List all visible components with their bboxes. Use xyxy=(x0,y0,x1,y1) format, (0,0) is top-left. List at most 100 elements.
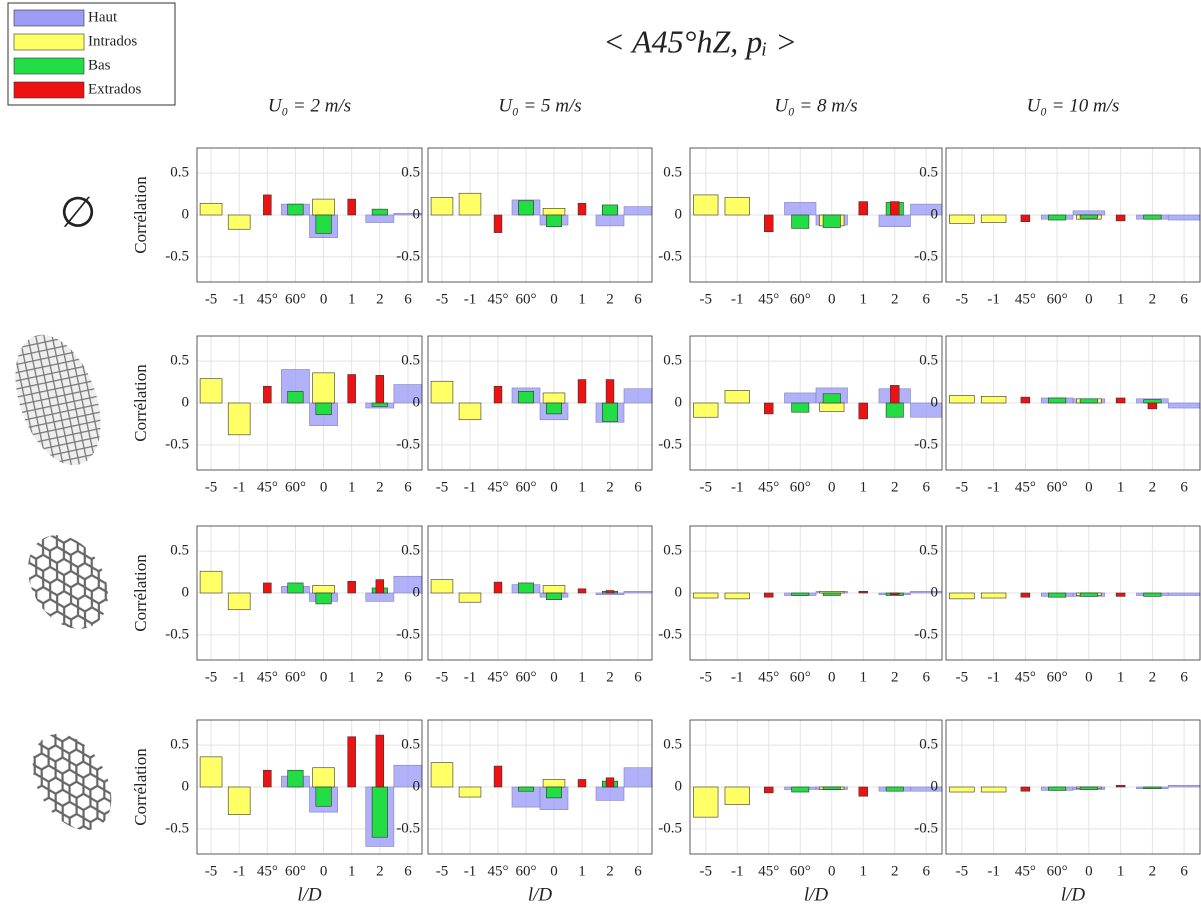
x-tick-label: -1 xyxy=(731,863,744,879)
bar xyxy=(347,736,356,788)
x-tick-label: 2 xyxy=(1149,479,1157,495)
x-tick-label: -5 xyxy=(436,669,449,685)
y-tick-label: -0.5 xyxy=(396,820,420,836)
bar xyxy=(623,591,653,594)
honeycomb-icon xyxy=(32,733,112,831)
x-tick-label: -5 xyxy=(205,669,218,685)
x-tick-label: 45° xyxy=(1015,291,1036,307)
x-tick-label: 45° xyxy=(257,479,278,495)
plot-frame xyxy=(945,335,1201,471)
x-tick-label: 6 xyxy=(404,291,412,307)
x-tick-label: 0 xyxy=(828,863,836,879)
bar xyxy=(949,214,975,224)
y-tick-label: 0.5 xyxy=(663,165,682,181)
bar xyxy=(1115,214,1126,222)
bar xyxy=(371,786,388,838)
bar xyxy=(1020,786,1031,792)
bar xyxy=(312,372,335,404)
y-tick-label: -0.5 xyxy=(165,248,189,264)
x-tick-label: 6 xyxy=(634,479,642,495)
bar xyxy=(542,208,566,216)
bar xyxy=(784,202,817,216)
x-tick-label: 60° xyxy=(285,669,306,685)
bar xyxy=(1115,592,1126,597)
bar xyxy=(764,786,774,794)
x-tick-label: 60° xyxy=(790,479,811,495)
y-tick-label: 0.5 xyxy=(170,353,189,369)
bar xyxy=(227,592,251,611)
bar xyxy=(1147,402,1158,410)
bar xyxy=(1167,592,1201,596)
x-tick-label: 1 xyxy=(860,479,868,495)
bar xyxy=(949,395,975,404)
bar xyxy=(764,214,774,233)
x-tick-label: -5 xyxy=(700,291,713,307)
x-tick-label: -1 xyxy=(987,291,1000,307)
bar xyxy=(1143,214,1162,220)
x-tick-label: 1 xyxy=(578,669,586,685)
bar xyxy=(458,402,482,421)
bar xyxy=(791,402,810,413)
plot-frame xyxy=(945,719,1201,855)
x-tick-label: -5 xyxy=(436,479,449,495)
bar xyxy=(1079,786,1098,790)
bar xyxy=(312,585,335,594)
plot-frame xyxy=(196,335,423,471)
x-tick-label: 0 xyxy=(550,863,558,879)
y-tick-label: 0 xyxy=(931,394,939,410)
bar xyxy=(1048,592,1067,598)
x-tick-label: 45° xyxy=(488,669,509,685)
x-tick-label: -1 xyxy=(464,291,477,307)
x-tick-label: 2 xyxy=(891,291,899,307)
bar xyxy=(605,590,615,594)
x-axis-label: l/D xyxy=(804,884,829,905)
bar xyxy=(347,198,356,216)
bar xyxy=(312,198,335,216)
y-tick-label: 0 xyxy=(413,206,421,222)
x-tick-label: 0 xyxy=(320,291,328,307)
x-tick-label: -5 xyxy=(956,479,969,495)
bar xyxy=(764,402,774,415)
legend-swatch xyxy=(13,57,85,75)
legend-label: Intrados xyxy=(88,33,137,49)
y-tick-label: -0.5 xyxy=(914,436,938,452)
column-title: U₀ = 2 m/s xyxy=(268,95,351,116)
y-tick-label: 0 xyxy=(413,584,421,600)
x-tick-label: 2 xyxy=(376,479,384,495)
x-tick-label: 1 xyxy=(348,291,356,307)
bar xyxy=(287,769,304,788)
x-tick-label: 0 xyxy=(550,479,558,495)
x-tick-label: 2 xyxy=(606,479,614,495)
x-tick-label: 6 xyxy=(404,479,412,495)
bar xyxy=(347,374,356,404)
plot-frame xyxy=(689,335,943,471)
bar xyxy=(287,203,304,216)
bar xyxy=(365,592,395,602)
y-tick-label: -0.5 xyxy=(914,626,938,642)
x-tick-label: 6 xyxy=(1180,669,1188,685)
bar xyxy=(517,582,534,594)
row-label: ∅ xyxy=(60,188,97,237)
x-tick-label: 0 xyxy=(1085,669,1093,685)
y-tick-label: 0 xyxy=(931,778,939,794)
bar xyxy=(1079,214,1098,219)
x-tick-label: 60° xyxy=(1047,291,1068,307)
x-tick-label: -1 xyxy=(464,863,477,879)
bar xyxy=(791,592,810,596)
column-title: U₀ = 8 m/s xyxy=(774,95,857,116)
x-tick-label: 1 xyxy=(1117,291,1125,307)
x-tick-label: 60° xyxy=(790,863,811,879)
x-tick-label: -5 xyxy=(205,479,218,495)
x-tick-label: 0 xyxy=(550,291,558,307)
legend: Haut Intrados Bas Extrados xyxy=(13,9,141,99)
bar xyxy=(1143,399,1162,404)
x-tick-label: 6 xyxy=(634,291,642,307)
y-tick-label: 0.5 xyxy=(663,353,682,369)
legend-label: Bas xyxy=(88,57,111,73)
x-tick-label: 6 xyxy=(923,291,931,307)
bar xyxy=(365,214,395,223)
bar xyxy=(693,786,719,818)
x-tick-label: 0 xyxy=(550,669,558,685)
bar xyxy=(858,786,868,797)
